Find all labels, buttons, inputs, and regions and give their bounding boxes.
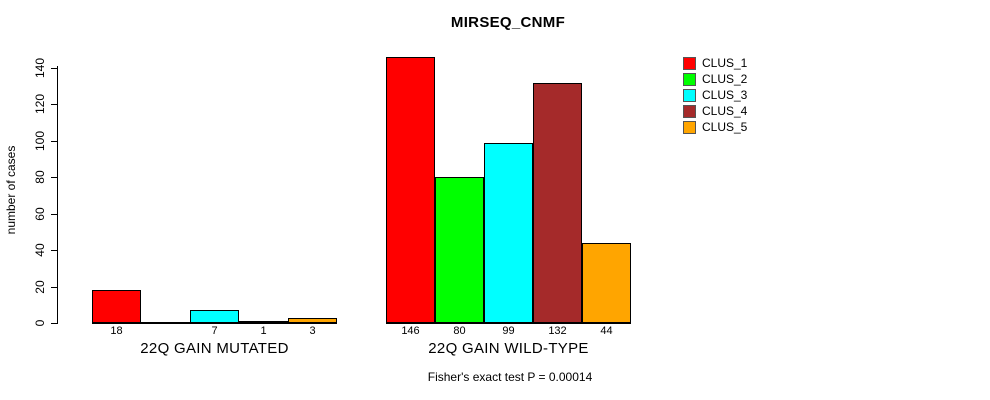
y-tick-mark bbox=[51, 214, 57, 215]
y-tick-mark bbox=[51, 104, 57, 105]
legend-label: CLUS_4 bbox=[702, 104, 748, 118]
bar-count-label: 132 bbox=[548, 325, 567, 337]
bar-clus_3 bbox=[484, 143, 533, 323]
bar-count-label: 7 bbox=[211, 325, 218, 337]
y-tick-label: 120 bbox=[33, 93, 47, 115]
y-tick-label: 60 bbox=[33, 207, 47, 221]
chart-title: MIRSEQ_CNMF bbox=[450, 14, 566, 31]
y-tick-mark bbox=[51, 287, 57, 288]
fisher-test-note: Fisher's exact test P = 0.00014 bbox=[427, 370, 593, 384]
y-axis-title: number of cases bbox=[4, 145, 18, 235]
legend-swatch bbox=[683, 57, 696, 70]
legend-item: CLUS_3 bbox=[683, 89, 747, 102]
legend-item: CLUS_2 bbox=[683, 73, 747, 86]
bar-clus_4 bbox=[239, 321, 288, 323]
legend-label: CLUS_5 bbox=[702, 120, 748, 134]
y-tick-label: 20 bbox=[33, 280, 47, 294]
legend-label: CLUS_2 bbox=[702, 72, 748, 86]
y-tick-label: 80 bbox=[33, 170, 47, 184]
bar-count-label: 18 bbox=[110, 325, 123, 337]
bar-clus_5 bbox=[582, 243, 631, 323]
legend-item: CLUS_5 bbox=[683, 121, 747, 134]
y-tick-label: 140 bbox=[33, 57, 47, 79]
legend-item: CLUS_4 bbox=[683, 105, 747, 118]
y-axis-line bbox=[57, 66, 58, 324]
y-tick-mark bbox=[51, 68, 57, 69]
y-tick-label: 40 bbox=[33, 243, 47, 257]
bar-count-label: 44 bbox=[600, 325, 613, 337]
bar-count-label: 99 bbox=[502, 325, 515, 337]
legend-swatch bbox=[683, 73, 696, 86]
legend-swatch bbox=[683, 105, 696, 118]
y-tick-label: 0 bbox=[33, 319, 47, 327]
group-axis-label: 22Q GAIN WILD-TYPE bbox=[428, 340, 589, 357]
bar-clus_1 bbox=[386, 57, 435, 323]
bar-clus_5 bbox=[288, 318, 337, 323]
bar-count-label: 3 bbox=[309, 325, 316, 337]
group-axis-label: 22Q GAIN MUTATED bbox=[140, 340, 289, 357]
y-tick-mark bbox=[51, 177, 57, 178]
y-tick-label: 100 bbox=[33, 130, 47, 152]
legend-label: CLUS_3 bbox=[702, 88, 748, 102]
bar-clus_1 bbox=[92, 290, 141, 323]
legend-label: CLUS_1 bbox=[702, 56, 748, 70]
y-tick-mark bbox=[51, 323, 57, 324]
bar-count-label: 146 bbox=[401, 325, 420, 337]
y-tick-mark bbox=[51, 250, 57, 251]
legend: CLUS_1 CLUS_2 CLUS_3 CLUS_4 CLUS_5 bbox=[683, 57, 747, 137]
bar-clus_2 bbox=[435, 177, 484, 323]
group-baseline bbox=[386, 322, 631, 324]
bar-count-label: 80 bbox=[453, 325, 466, 337]
legend-item: CLUS_1 bbox=[683, 57, 747, 70]
bar-clus_3 bbox=[190, 310, 239, 323]
y-tick-mark bbox=[51, 141, 57, 142]
legend-swatch bbox=[683, 89, 696, 102]
bar-clus_4 bbox=[533, 83, 582, 323]
legend-swatch bbox=[683, 121, 696, 134]
group-baseline bbox=[92, 322, 337, 324]
bar-count-label: 1 bbox=[260, 325, 267, 337]
